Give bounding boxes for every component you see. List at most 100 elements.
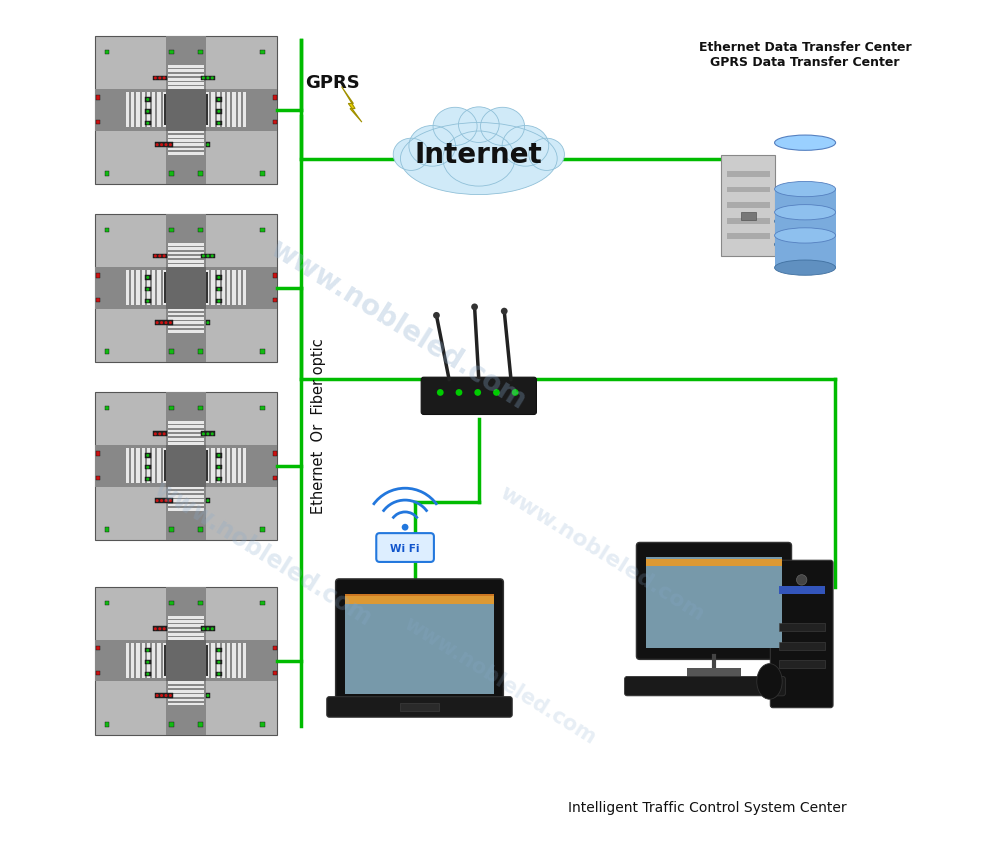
Bar	[145, 276, 151, 280]
Bar	[216, 122, 222, 126]
Bar	[345, 595, 494, 694]
Bar	[168, 74, 204, 78]
Ellipse shape	[775, 238, 836, 253]
Circle shape	[206, 78, 209, 80]
Bar	[216, 453, 222, 458]
Bar	[211, 271, 215, 306]
Ellipse shape	[409, 126, 456, 167]
Bar	[136, 643, 140, 678]
Bar	[211, 643, 215, 678]
Bar	[166, 587, 206, 735]
Bar	[168, 66, 204, 69]
Circle shape	[146, 673, 149, 676]
Text: www.nobleled.com: www.nobleled.com	[400, 613, 600, 747]
Bar	[168, 435, 204, 437]
Bar	[168, 83, 204, 86]
Bar	[163, 93, 166, 129]
Circle shape	[164, 322, 168, 325]
Bar	[201, 626, 215, 631]
Bar	[169, 228, 174, 233]
Bar	[153, 432, 167, 437]
FancyBboxPatch shape	[721, 156, 775, 256]
Bar	[273, 299, 277, 303]
Bar	[166, 268, 206, 309]
Circle shape	[471, 304, 478, 311]
Circle shape	[164, 499, 168, 503]
Bar	[163, 643, 166, 678]
Circle shape	[163, 78, 166, 80]
Bar	[260, 350, 265, 354]
Bar	[168, 322, 204, 325]
Bar	[96, 647, 100, 651]
Bar	[96, 671, 100, 676]
Bar	[145, 453, 151, 458]
Bar	[157, 643, 161, 678]
Circle shape	[158, 628, 161, 630]
Bar	[238, 93, 241, 129]
Bar	[168, 509, 204, 511]
Bar	[168, 326, 204, 329]
Bar	[169, 722, 174, 727]
Bar	[152, 449, 155, 484]
Bar	[168, 144, 204, 147]
Bar	[206, 498, 210, 504]
Circle shape	[217, 289, 220, 291]
Bar	[216, 660, 222, 665]
Bar	[168, 314, 204, 316]
Bar	[345, 594, 494, 599]
Bar	[168, 135, 204, 138]
Bar	[168, 70, 204, 73]
Circle shape	[433, 313, 440, 320]
Circle shape	[146, 99, 149, 102]
Ellipse shape	[775, 215, 836, 230]
Bar	[206, 271, 209, 306]
Circle shape	[217, 300, 220, 303]
Bar	[168, 487, 204, 490]
Bar	[105, 350, 109, 354]
Circle shape	[211, 433, 214, 436]
Bar	[136, 93, 140, 129]
Bar	[169, 527, 174, 532]
Bar	[273, 121, 277, 125]
Bar	[216, 465, 222, 470]
Bar	[145, 98, 151, 102]
Bar	[95, 215, 277, 362]
Text: Wi Fi: Wi Fi	[390, 544, 420, 554]
Bar	[243, 93, 246, 129]
Bar	[145, 672, 151, 676]
Bar	[169, 350, 174, 354]
Bar	[152, 643, 155, 678]
Circle shape	[456, 389, 462, 396]
Bar	[775, 190, 836, 222]
Bar	[168, 309, 204, 312]
Circle shape	[202, 255, 205, 258]
Circle shape	[217, 454, 220, 458]
FancyBboxPatch shape	[625, 676, 785, 696]
Bar	[95, 392, 277, 540]
Bar	[105, 228, 109, 233]
Circle shape	[202, 78, 205, 80]
Bar	[157, 93, 161, 129]
Bar	[168, 422, 204, 424]
Ellipse shape	[433, 108, 477, 147]
Bar	[168, 686, 204, 688]
Bar	[260, 406, 265, 411]
Circle shape	[146, 300, 149, 303]
Circle shape	[206, 255, 209, 258]
Bar	[779, 660, 825, 668]
Ellipse shape	[757, 664, 782, 699]
Ellipse shape	[775, 205, 836, 221]
Circle shape	[211, 628, 214, 630]
Bar	[779, 642, 825, 650]
Bar	[217, 643, 220, 678]
Bar	[95, 587, 277, 735]
Circle shape	[164, 694, 168, 697]
Bar	[168, 256, 204, 259]
Bar	[227, 449, 230, 484]
Bar	[206, 273, 208, 304]
Text: Intelligent Traffic Control System Center: Intelligent Traffic Control System Cente…	[568, 800, 847, 815]
Bar	[155, 143, 173, 148]
Circle shape	[146, 478, 149, 481]
Bar	[168, 439, 204, 441]
Bar	[168, 500, 204, 503]
